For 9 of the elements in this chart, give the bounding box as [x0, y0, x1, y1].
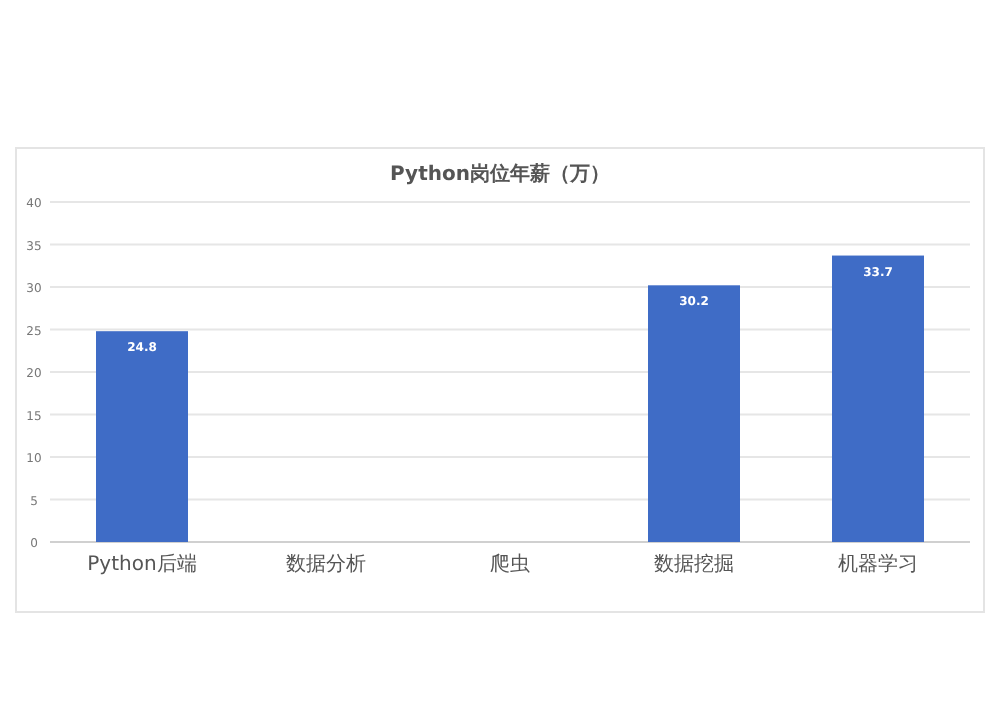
x-tick-label: 数据挖掘 [654, 552, 734, 576]
bar [96, 331, 188, 542]
x-tick-label: Python后端 [87, 552, 197, 576]
x-tick-label: 数据分析 [286, 552, 366, 576]
x-tick-label: 爬虫 [490, 552, 530, 576]
bar [648, 285, 740, 542]
x-tick-label: 机器学习 [838, 552, 918, 576]
bar [832, 255, 924, 542]
chart-title: Python岗位年薪（万） [390, 162, 610, 186]
